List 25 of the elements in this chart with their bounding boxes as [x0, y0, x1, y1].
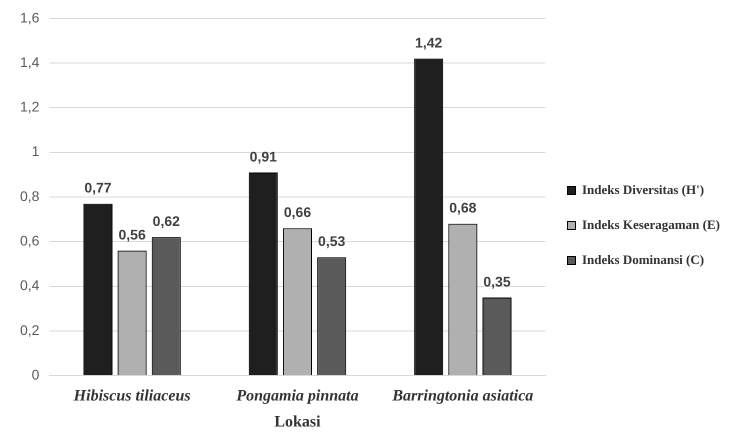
- y-tick-label: 0,2: [20, 322, 40, 338]
- y-tick-label: 1,4: [20, 54, 40, 70]
- data-label: 0,91: [250, 148, 278, 164]
- y-tick-label: 1,6: [20, 9, 40, 26]
- data-label: 1,42: [415, 34, 442, 50]
- data-label: 0,77: [84, 180, 112, 196]
- data-label: 0,56: [118, 226, 146, 242]
- legend-label: Indeks Diversitas (H'): [582, 182, 704, 197]
- x-axis-title: Lokasi: [274, 414, 322, 431]
- y-tick-label: 0,6: [20, 232, 40, 249]
- legend-label: Indeks Dominansi (C): [582, 252, 704, 267]
- data-label: 0,68: [449, 200, 477, 216]
- data-label: 0,62: [152, 213, 180, 230]
- x-tick-label: Hibiscus tiliaceus: [72, 387, 191, 404]
- data-label: 0,66: [284, 204, 312, 220]
- y-tick-label: 1: [32, 143, 40, 160]
- data-label: 0,53: [318, 233, 346, 250]
- y-tick-label: 0,4: [20, 277, 40, 294]
- y-tick-label: 0: [32, 366, 40, 382]
- x-tick-label: Pongamia pinnata: [235, 387, 359, 404]
- legend-label: Indeks Keseragaman (E): [582, 216, 720, 232]
- y-tick-label: 1,2: [20, 98, 40, 115]
- y-tick-label: 0,8: [20, 188, 40, 204]
- data-label: 0,35: [483, 273, 511, 290]
- x-tick-label: Barringtonia asiatica: [391, 387, 534, 404]
